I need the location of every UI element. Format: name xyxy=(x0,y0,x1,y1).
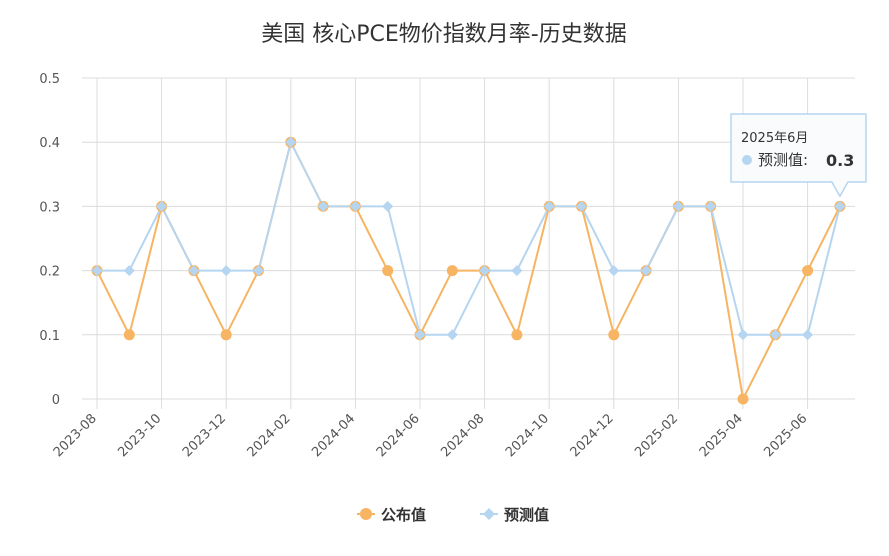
series-line xyxy=(97,139,841,336)
x-tick-label: 2025-04 xyxy=(697,411,746,460)
data-point xyxy=(834,200,846,212)
data-point xyxy=(608,265,620,277)
x-tick-label: 2024-10 xyxy=(503,411,552,460)
data-point xyxy=(91,265,103,277)
y-axis: 0 0.1 0.2 0.3 0.4 0.5 xyxy=(39,72,60,408)
legend-label: 公布值 xyxy=(381,506,426,524)
y-tick-label: 0.1 xyxy=(39,329,60,344)
legend: 公布值 预测值 xyxy=(357,506,549,524)
legend-marker xyxy=(360,508,372,520)
x-axis: 2023-08 2023-10 2023-12 2024-02 2024-04 2024-… xyxy=(51,411,811,460)
y-tick-label: 0.4 xyxy=(39,136,60,151)
data-point xyxy=(672,200,684,212)
data-point xyxy=(123,329,135,341)
data-point xyxy=(446,265,458,277)
series-group xyxy=(91,136,846,405)
y-tick-label: 0.2 xyxy=(39,265,60,280)
data-point xyxy=(705,200,717,212)
data-point xyxy=(414,329,426,341)
x-tick-label: 2024-12 xyxy=(568,411,617,460)
x-tick-label: 2023-10 xyxy=(115,411,164,460)
x-tick-label: 2025-02 xyxy=(632,411,681,460)
data-point xyxy=(769,329,781,341)
data-point xyxy=(123,265,135,277)
data-point xyxy=(511,329,523,341)
x-tick-label: 2024-02 xyxy=(245,411,294,460)
x-tick-label: 2025-06 xyxy=(761,411,810,460)
x-tick-label: 2024-06 xyxy=(374,411,423,460)
data-point xyxy=(608,329,620,341)
data-point xyxy=(382,265,394,277)
data-point xyxy=(543,200,555,212)
x-tick-label: 2024-04 xyxy=(309,411,358,460)
data-point xyxy=(737,329,749,341)
data-point xyxy=(188,265,200,277)
x-tick-label: 2023-12 xyxy=(180,411,229,460)
data-point xyxy=(317,200,329,212)
y-tick-label: 0.5 xyxy=(39,72,60,87)
y-tick-label: 0.3 xyxy=(39,200,60,215)
data-point xyxy=(802,329,814,341)
data-point xyxy=(285,136,297,148)
chart-title: 美国 核心PCE物价指数月率-历史数据 xyxy=(261,22,626,47)
data-point xyxy=(253,265,264,277)
data-point xyxy=(382,200,394,212)
x-tick-label: 2023-08 xyxy=(51,411,100,460)
data-point xyxy=(479,265,491,277)
series-line xyxy=(96,139,841,403)
data-point xyxy=(446,329,458,341)
data-point xyxy=(640,265,652,277)
data-point xyxy=(737,393,749,405)
legend-marker xyxy=(483,508,495,520)
grid-lines xyxy=(82,77,855,409)
tooltip-date: 2025年6月 xyxy=(741,131,808,146)
data-point xyxy=(156,200,168,212)
tooltip-label: 预测值: xyxy=(758,151,808,169)
legend-label: 预测值 xyxy=(504,506,549,524)
y-tick-label: 0 xyxy=(52,393,60,408)
data-point xyxy=(802,265,814,277)
data-point xyxy=(349,200,361,212)
data-point xyxy=(576,200,587,212)
x-tick-label: 2024-08 xyxy=(438,411,487,460)
tooltip-value: 0.3 xyxy=(826,151,854,170)
data-point xyxy=(511,265,523,277)
tooltip-box xyxy=(730,113,867,198)
data-point xyxy=(220,265,232,277)
data-point xyxy=(220,329,232,341)
tooltip-marker xyxy=(742,155,752,165)
